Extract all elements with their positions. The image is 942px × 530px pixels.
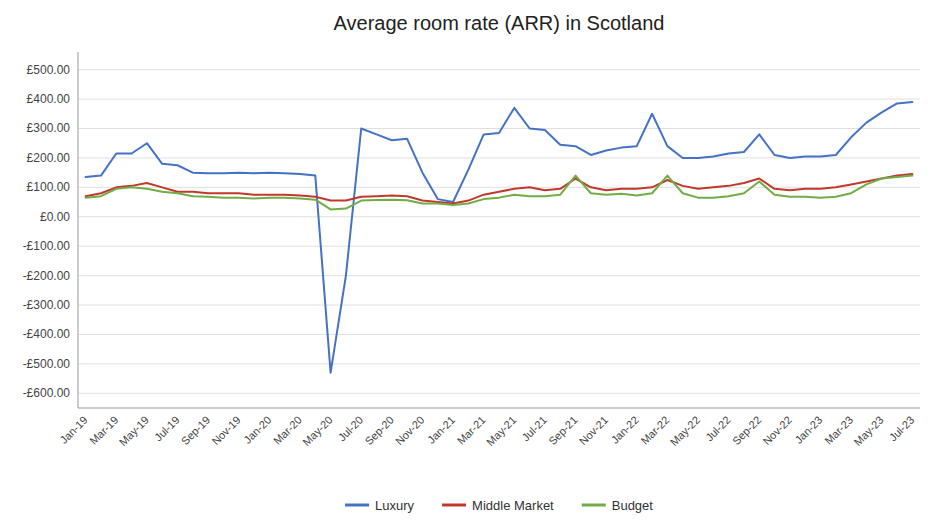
y-tick-label: -£200.00 xyxy=(23,269,71,283)
x-tick-label: Nov-21 xyxy=(577,414,611,448)
y-tick-label: £400.00 xyxy=(27,92,71,106)
grid xyxy=(78,70,920,394)
y-axis: -£600.00 -£500.00 -£400.00 -£300.00 -£200.00… xyxy=(23,63,71,401)
x-tick-label: May-19 xyxy=(117,414,151,448)
legend-label: Budget xyxy=(612,498,654,513)
y-tick-label: £300.00 xyxy=(27,121,71,135)
x-tick-label: Nov-20 xyxy=(393,414,427,448)
x-tick-label: Sep-19 xyxy=(179,414,213,448)
grid-line xyxy=(78,187,920,188)
grid-line xyxy=(78,275,920,276)
x-tick-label: Sep-21 xyxy=(546,414,580,448)
y-tick-label: £500.00 xyxy=(27,63,71,77)
x-tick-label: Sep-22 xyxy=(730,414,764,448)
grid-line xyxy=(78,69,920,70)
line xyxy=(86,102,913,373)
x-tick-label: Mar-19 xyxy=(87,414,120,447)
x-tick-label: May-21 xyxy=(484,414,518,448)
grid-line xyxy=(78,216,920,217)
legend-label: Luxury xyxy=(375,498,415,513)
x-axis-line xyxy=(78,408,920,409)
x-tick-label: Jan-23 xyxy=(792,414,824,446)
x-tick-label: Jan-21 xyxy=(425,414,457,446)
y-tick-label: -£600.00 xyxy=(23,386,71,400)
y-tick-label: -£400.00 xyxy=(23,327,71,341)
x-tick-label: Jul-20 xyxy=(336,414,366,444)
chart: Average room rate (ARR) in Scotland -£600… xyxy=(0,0,942,530)
x-tick-label: Mar-20 xyxy=(271,414,304,447)
grid-line xyxy=(78,246,920,247)
x-tick-label: Mar-23 xyxy=(822,414,855,447)
x-tick-label: Mar-22 xyxy=(638,414,671,447)
x-tick-label: Jan-22 xyxy=(609,414,641,446)
legend-label: Middle Market xyxy=(472,498,554,513)
y-tick-label: -£300.00 xyxy=(23,298,71,312)
y-tick-label: -£500.00 xyxy=(23,357,71,371)
title: Average room rate (ARR) in Scotland xyxy=(334,12,665,34)
legend: Luxury Middle Market Budget xyxy=(345,498,653,513)
grid-line xyxy=(78,128,920,129)
grid-line xyxy=(78,305,920,306)
x-axis: Jan-19Mar-19May-19Jul-19Sep-19Nov-19Jan-… xyxy=(58,414,917,448)
x-tick-label: May-23 xyxy=(851,414,885,448)
x-tick-label: Jul-21 xyxy=(519,414,549,444)
x-tick-label: Jul-19 xyxy=(152,414,182,444)
y-tick-label: £200.00 xyxy=(27,151,71,165)
legend-swatch xyxy=(345,504,369,507)
x-tick-label: Sep-20 xyxy=(362,414,396,448)
grid-line xyxy=(78,99,920,100)
y-axis-line xyxy=(78,52,79,408)
x-tick-label: Nov-19 xyxy=(209,414,243,448)
legend-swatch xyxy=(442,504,466,507)
y-tick-label: -£100.00 xyxy=(23,239,71,253)
line xyxy=(86,176,913,210)
grid-line xyxy=(78,393,920,394)
legend-item: Luxury xyxy=(345,498,415,513)
grid-line xyxy=(78,363,920,364)
y-tick-label: £100.00 xyxy=(27,180,71,194)
legend-item: Budget xyxy=(582,498,654,513)
x-tick-label: May-22 xyxy=(668,414,702,448)
x-tick-label: Jan-19 xyxy=(58,414,90,446)
x-tick-label: Jul-22 xyxy=(703,414,733,444)
grid-line xyxy=(78,334,920,335)
lines xyxy=(86,102,913,373)
x-tick-label: Jul-23 xyxy=(887,414,917,444)
line xyxy=(86,174,913,203)
legend-swatch xyxy=(582,504,606,507)
x-tick-label: Nov-22 xyxy=(760,414,794,448)
legend-item: Middle Market xyxy=(442,498,554,513)
x-tick-label: May-20 xyxy=(300,414,334,448)
x-tick-label: Jan-20 xyxy=(241,414,273,446)
y-tick-label: £0.00 xyxy=(40,210,70,224)
x-tick-label: Mar-21 xyxy=(455,414,488,447)
